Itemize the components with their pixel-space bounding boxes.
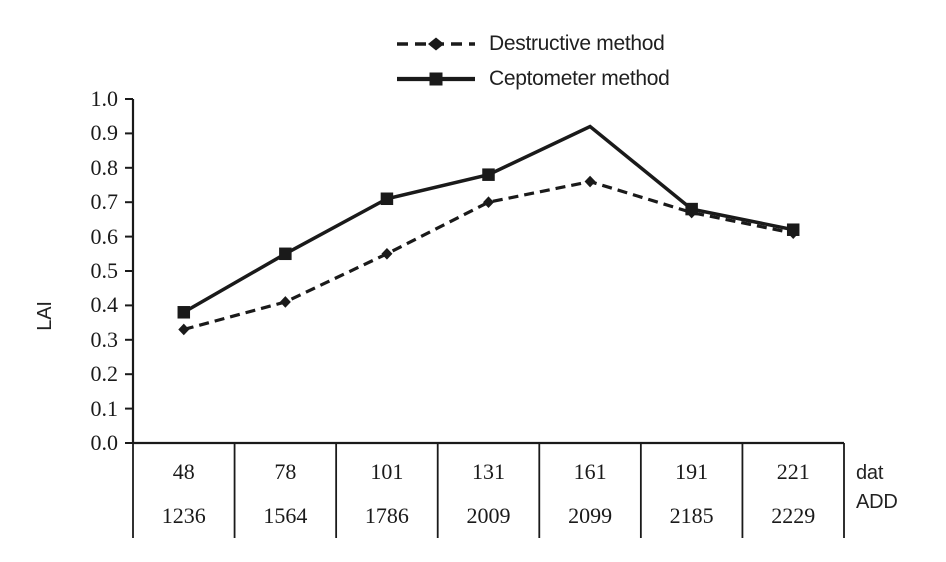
data-point-diamond [178,323,190,336]
x-axis-value-add: 1236 [161,503,206,528]
data-point-square [786,223,800,236]
legend-item-destructive: Destructive method [396,32,665,56]
x-axis-value-add: 2009 [466,503,511,528]
data-point-square [177,306,191,319]
y-axis-tick-label: 0.4 [90,292,119,318]
x-axis-value-dat: 78 [274,459,297,484]
x-axis-value-dat: 131 [471,459,505,484]
y-axis-tick-label: 0.7 [90,189,119,215]
data-point-diamond [381,248,393,260]
x-axis-value-dat: 101 [370,459,404,484]
legend-label-destructive: Destructive method [489,32,665,55]
y-axis-tick-label: 0.9 [90,120,119,146]
x-axis-value-add: 1564 [263,503,308,528]
y-axis-tick-label: 0.0 [90,430,119,455]
x-axis-row-label-add: ADD [856,491,898,513]
x-axis-value-dat: 221 [776,459,810,484]
data-point-diamond [483,196,494,208]
legend-label-ceptometer: Ceptometer method [489,67,670,90]
data-point-square [380,192,394,206]
x-axis-row-label-dat: dat [856,462,884,484]
series-line-solid [182,124,794,314]
x-axis-value-dat: 48 [172,459,195,484]
x-axis-value-add: 2185 [669,503,714,528]
x-axis-value-dat: 161 [573,459,607,484]
y-axis-tick-label: 0.2 [90,361,119,387]
data-point-square [685,202,698,216]
y-axis-tick-label: 0.3 [90,326,119,352]
y-axis-tick-label: 1.0 [90,86,119,111]
dashed-diamond-line-icon [397,37,475,51]
y-axis-tick-label: 0.6 [90,223,119,249]
x-axis-value-add: 2229 [771,503,816,528]
x-axis-value-dat: 191 [675,459,709,484]
x-axis-value-add: 1786 [364,503,409,528]
data-point-diamond [279,296,291,308]
y-axis-tick-label: 0.5 [90,258,119,283]
data-point-diamond [584,175,596,188]
y-axis-tick-label: 0.8 [90,154,119,180]
y-axis-tick-label: 0.1 [90,395,119,421]
data-point-square [279,247,292,261]
data-point-square [482,168,495,181]
solid-square-line-icon [397,72,475,86]
legend-item-ceptometer: Ceptometer method [396,67,670,91]
x-axis-value-add: 2099 [568,503,613,528]
